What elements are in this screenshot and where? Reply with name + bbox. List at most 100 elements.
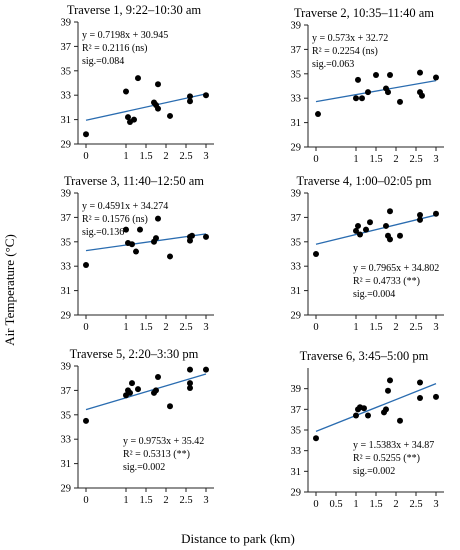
y-axis-title: Air Temperature (°C) [2,234,17,346]
data-point [417,394,423,401]
data-point [397,417,403,424]
y-tick-label: 37 [61,213,72,224]
data-point [383,406,389,413]
regression-stat: sig.=0.002 [123,462,165,473]
data-point [433,393,439,400]
regression-stat: sig.=0.063 [312,59,354,70]
data-point [365,412,371,419]
y-tick-label: 39 [291,21,302,32]
y-tick-label: 33 [61,262,72,273]
data-point [203,233,209,240]
x-tick-label: 2 [393,154,398,165]
data-point [187,366,193,373]
y-tick-label: 29 [61,484,72,495]
data-point [123,88,129,95]
regression-stat: R² = 0.4733 (**) [353,276,420,287]
y-tick-label: 33 [291,446,302,457]
data-point [355,222,361,229]
y-tick-label: 33 [61,91,72,102]
scatter-panel: Traverse 1, 9:22–10:30 am 29 31 33 35 37 39 0 1 1… [61,3,214,162]
x-tick-label: 2.5 [179,151,192,162]
data-point [167,403,173,410]
x-tick-label: 1 [123,322,128,333]
data-point [313,251,319,257]
data-point [187,384,193,391]
data-point [313,435,319,442]
x-tick-label: 3 [433,322,438,333]
x-tick-label: 0 [313,499,318,510]
regression-stat: y = 0.7965x + 34.802 [353,263,439,274]
x-tick-label: 1 [353,154,358,165]
regression-stat: sig.=0.002 [353,466,395,477]
x-tick-label: 3 [203,322,208,333]
y-tick-label: 35 [61,410,72,421]
trend-line [85,93,207,121]
x-tick-label: 1.5 [139,322,152,333]
regression-stat: sig.=0.004 [353,289,395,300]
y-tick-label: 31 [291,467,302,478]
y-tick-label: 37 [291,213,302,224]
x-tick-label: 2 [163,495,168,506]
data-point [359,95,365,102]
data-point [187,380,193,387]
x-tick-label: 1 [353,322,358,333]
data-point [417,216,423,223]
y-tick-label: 35 [61,66,72,77]
data-point [353,95,359,102]
data-point [397,98,403,105]
data-point [383,222,389,229]
regression-stat: y = 0.7198x + 30.945 [82,30,168,41]
data-point [129,380,135,387]
y-tick-label: 35 [291,69,302,80]
x-tick-label: 2.5 [179,322,192,333]
x-tick-label: 2.5 [409,322,422,333]
data-point [135,75,141,82]
y-tick-label: 33 [61,435,72,446]
data-point [417,379,423,386]
data-point [387,72,393,79]
data-point [361,405,367,412]
trend-line [315,80,437,103]
y-tick-label: 29 [291,143,302,154]
x-tick-label: 0 [83,495,88,506]
y-tick-label: 33 [291,262,302,273]
data-point [353,412,359,419]
x-tick-label: 2 [393,322,398,333]
data-point [187,98,193,105]
data-point [189,232,195,239]
x-axis-title: Distance to park (km) [181,531,295,546]
data-point [363,226,369,233]
x-tick-label: 2.5 [409,154,422,165]
data-point [83,417,89,424]
regression-stat: sig.=0.084 [82,56,124,67]
x-tick-label: 0 [313,154,318,165]
y-tick-label: 31 [61,286,72,297]
regression-stat: R² = 0.1576 (ns) [82,214,148,225]
y-tick-label: 37 [61,42,72,53]
scatter-panel: Traverse 4, 1:00–02:05 pm 29 31 33 35 37 39 0 1 1… [291,174,444,333]
trend-line [315,383,437,432]
data-point [167,112,173,119]
panel-title: Traverse 1, 9:22–10:30 am [67,3,202,17]
data-point [127,389,133,396]
regression-stat: y = 0.4591x + 34.274 [82,201,168,212]
regression-stat: y = 0.9753x + 35.42 [123,436,204,447]
data-point [153,387,159,394]
x-tick-label: 0 [83,151,88,162]
y-tick-label: 29 [291,311,302,322]
y-tick-label: 39 [291,189,302,200]
x-tick-label: 3 [433,499,438,510]
x-tick-label: 1.5 [139,495,152,506]
data-point [387,236,393,243]
data-point [187,93,193,100]
y-tick-label: 35 [61,237,72,248]
regression-stat: y = 0.573x + 32.72 [312,33,388,44]
panel-title: Traverse 5, 2:20–3:30 pm [70,347,199,361]
y-tick-label: 31 [61,459,72,470]
x-tick-label: 2 [393,499,398,510]
data-point [417,69,423,76]
data-point [433,210,439,217]
data-point [357,231,363,238]
